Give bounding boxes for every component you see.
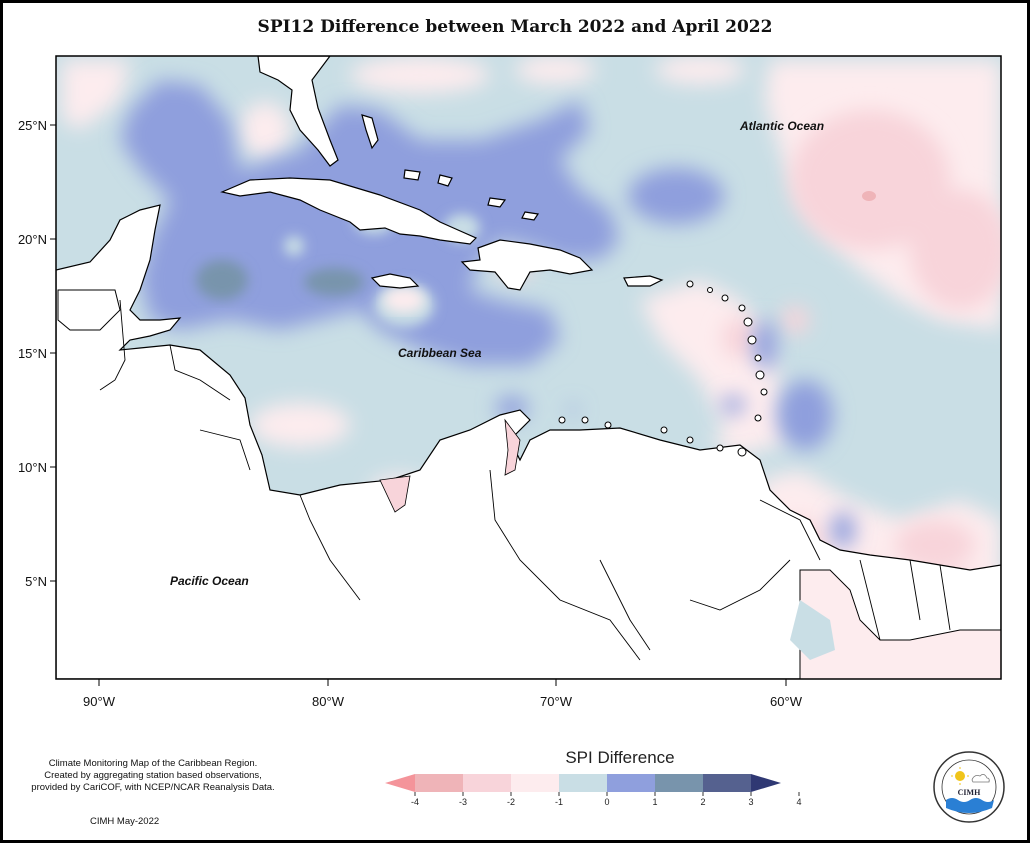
legend-ticks: -4 -3 -2 -1 0 1 2 3 4 [411, 792, 802, 807]
legend-tick-label: 3 [748, 797, 753, 807]
legend-segment [385, 774, 415, 792]
waves-icon [946, 798, 994, 813]
lon-label-90: 90°W [83, 694, 116, 709]
legend-tick-label: 0 [604, 797, 609, 807]
legend-tick-label: -1 [555, 797, 563, 807]
strong-positive-layer [196, 260, 364, 300]
bahamas-island [521, 211, 540, 221]
legend-title: SPI Difference [565, 748, 675, 767]
legend-tick-label: 2 [700, 797, 705, 807]
lesser-antilles [558, 280, 768, 457]
legend-tick-label: 1 [652, 797, 657, 807]
legend-segment [511, 774, 559, 792]
cloud-icon [971, 774, 990, 783]
caribbean-sea-label: Caribbean Sea [398, 346, 482, 360]
neutral-pocket-core [384, 288, 424, 312]
cimh-logo: CIMH [933, 751, 1005, 823]
credit-line-3: provided by CariCOF, with NCEP/NCAR Rean… [31, 782, 275, 793]
land-layer [56, 56, 1001, 679]
lon-label-70: 70°W [540, 694, 573, 709]
south-central-america [56, 204, 1001, 679]
map-border [55, 55, 1002, 680]
lat-label-25: 25°N [18, 118, 47, 133]
legend-tick-label: -4 [411, 797, 419, 807]
lat-label-5: 5°N [25, 574, 47, 589]
cuba [220, 177, 478, 245]
legend-tick-label: 4 [796, 797, 801, 807]
atlantic-ocean-label: Atlantic Ocean [739, 119, 824, 133]
longitude-axis: 90°W 80°W 70°W 60°W [83, 679, 803, 709]
country-borders [99, 299, 951, 661]
legend-segment [463, 774, 511, 792]
lat-label-20: 20°N [18, 232, 47, 247]
sun-icon [955, 771, 965, 781]
color-legend: -4 -3 -2 -1 0 1 2 3 4 [385, 774, 802, 807]
legend-segment [559, 774, 607, 792]
legend-segment [703, 774, 751, 792]
lon-label-80: 80°W [312, 694, 345, 709]
lat-label-10: 10°N [18, 460, 47, 475]
bahamas-island [403, 169, 421, 181]
credit-text: Climate Monitoring Map of the Caribbean … [22, 758, 284, 794]
hispaniola [460, 239, 594, 291]
latitude-axis: 25°N 20°N 15°N 10°N 5°N [18, 118, 56, 589]
negative-peak [862, 191, 876, 201]
logo-text: CIMH [958, 788, 981, 797]
legend-segment [607, 774, 655, 792]
pacific-ocean-label: Pacific Ocean [170, 574, 249, 588]
legend-tick-label: -2 [507, 797, 515, 807]
inland-water-layer [57, 289, 1001, 679]
credit-date: CIMH May-2022 [90, 816, 160, 827]
legend-bar [385, 774, 781, 792]
legend-tick-label: -3 [459, 797, 467, 807]
puerto-rico [623, 275, 664, 287]
legend-segment [655, 774, 703, 792]
legend-segment [415, 774, 463, 792]
map-title: SPI12 Difference between March 2022 and … [257, 17, 773, 37]
legend-segment [751, 774, 781, 792]
bahamas-island [437, 174, 453, 187]
lat-label-15: 15°N [18, 346, 47, 361]
lon-label-60: 60°W [770, 694, 803, 709]
florida [257, 56, 339, 167]
bahamas-island [487, 197, 507, 208]
jamaica [370, 273, 420, 289]
credit-line-1: Climate Monitoring Map of the Caribbean … [48, 758, 258, 769]
credit-line-2: Created by aggregating station based obs… [44, 770, 262, 781]
bahamas-island [361, 114, 379, 150]
